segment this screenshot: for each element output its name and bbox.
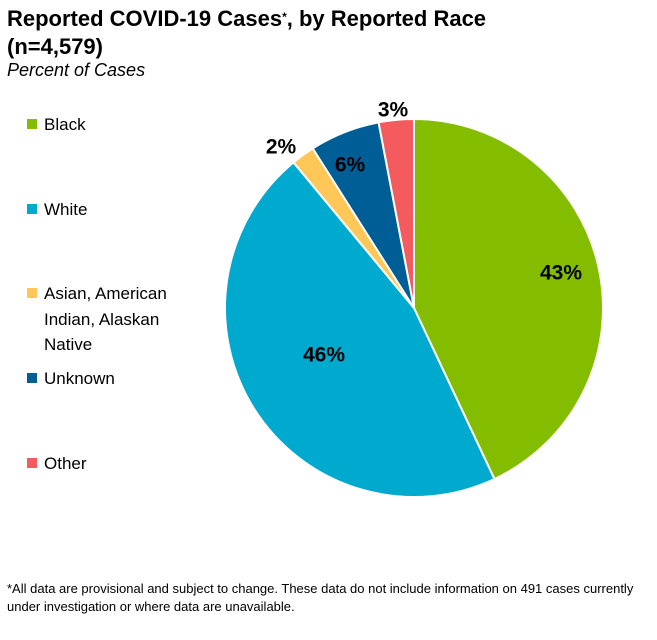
pie-slice-black	[413, 117, 604, 481]
chart-title-rest: , by Reported Race	[286, 6, 487, 31]
pie-slice-white	[224, 160, 496, 498]
legend-label-asian-american-indian-alaskan-native: Asian, American Indian, Alaskan Native	[44, 284, 167, 354]
pie-slice-other	[377, 117, 415, 309]
pie-label-black: 43%	[540, 262, 582, 285]
legend-swatch-white	[27, 204, 37, 214]
chart-title-count: (n=4,579)	[7, 34, 103, 59]
chart-title: Reported COVID-19 Cases*, by Reported Ra…	[7, 5, 647, 61]
footnote: *All data are provisional and subject to…	[7, 581, 634, 614]
pie-label-other: 3%	[378, 99, 409, 122]
legend-label-white: White	[44, 200, 88, 219]
legend-swatch-other	[27, 458, 37, 468]
chart-subtitle: Percent of Cases	[7, 60, 146, 80]
legend-label-other: Other	[44, 454, 87, 473]
legend-label-unknown: Unknown	[44, 369, 115, 388]
legend-label-black: Black	[44, 115, 86, 134]
title-footnote-mark: *	[282, 10, 287, 24]
legend-swatch-unknown	[27, 373, 37, 383]
legend-swatch-black	[27, 119, 37, 129]
pie-label-asian-american-indian-alaskan-native: 2%	[266, 136, 297, 159]
legend-swatch-asian-american-indian-alaskan-native	[27, 288, 37, 298]
chart-title-main: Reported COVID-19 Cases	[7, 6, 283, 31]
pie-label-unknown: 6%	[335, 154, 366, 177]
pie-label-white: 46%	[303, 344, 345, 367]
